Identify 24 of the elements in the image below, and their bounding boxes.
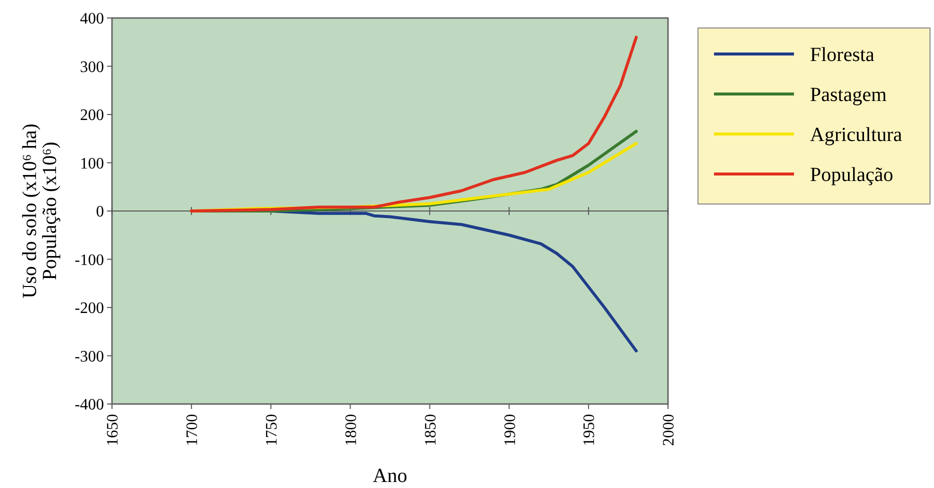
x-tick-label: 1850 bbox=[422, 414, 440, 446]
legend-label: Agricultura bbox=[810, 124, 902, 146]
y-tick-label: 400 bbox=[80, 10, 104, 28]
y-tick-label: 0 bbox=[96, 204, 104, 221]
x-tick-label: 1900 bbox=[502, 414, 519, 446]
x-tick-label: 1800 bbox=[342, 414, 360, 446]
x-axis-title: Ano bbox=[372, 465, 408, 487]
x-tick-label: 2000 bbox=[660, 414, 678, 446]
legend-label: Floresta bbox=[810, 44, 875, 66]
x-tick-label: 1650 bbox=[104, 414, 122, 446]
x-tick-label: 1700 bbox=[184, 414, 202, 446]
x-tick-label: 1750 bbox=[263, 414, 280, 446]
y-tick-label: -400 bbox=[74, 396, 104, 414]
legend-label: Pastagem bbox=[810, 84, 888, 106]
y-tick-label: 300 bbox=[80, 58, 104, 76]
legend-label: População bbox=[810, 164, 894, 186]
x-tick-label: 1950 bbox=[581, 414, 598, 446]
y-tick-label: 100 bbox=[80, 155, 104, 172]
y-axis-title: Uso do solo (x10⁶ ha) População (x10⁶) bbox=[19, 124, 61, 298]
y-tick-label: -200 bbox=[74, 300, 104, 318]
y-tick-label: 200 bbox=[80, 107, 104, 124]
line-series bbox=[190, 36, 638, 212]
y-tick-label: -100 bbox=[74, 252, 104, 269]
y-tick-label: -300 bbox=[74, 348, 104, 366]
